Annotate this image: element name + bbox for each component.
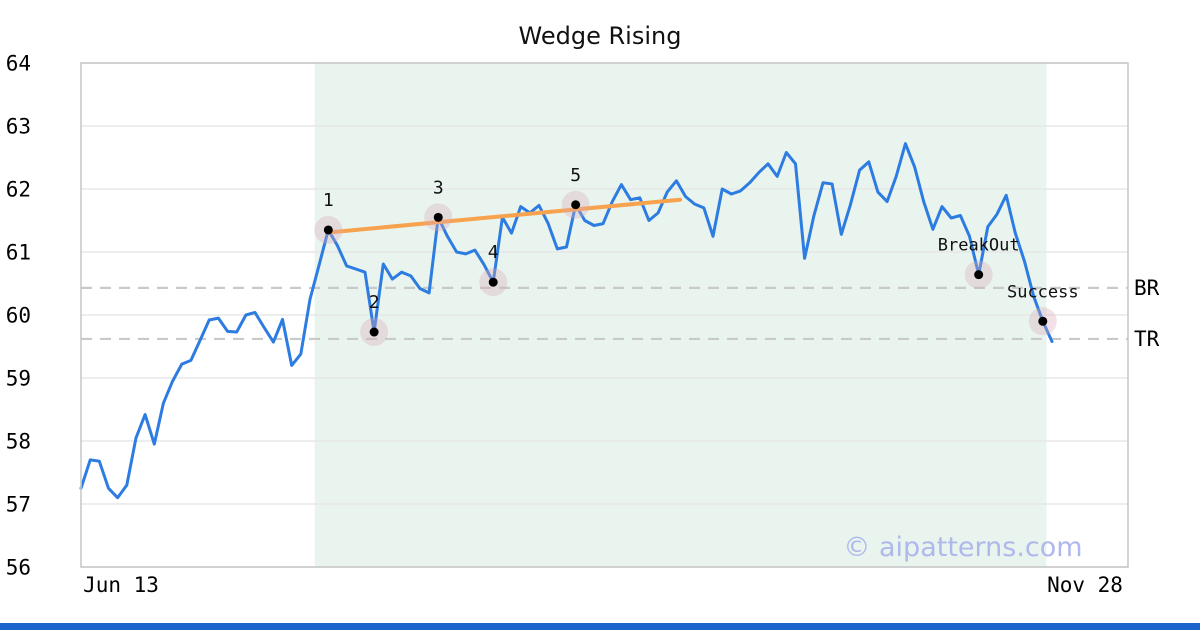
pattern-point-dot: [571, 200, 581, 210]
x-tick-label-start: Jun 13: [83, 573, 159, 597]
y-tick-label: 64: [6, 52, 31, 76]
pattern-point-label: 1: [323, 190, 334, 211]
y-tick-label: 63: [6, 115, 31, 139]
x-tick-label-end: Nov 28: [1047, 573, 1123, 597]
wedge-trendline: [326, 197, 683, 235]
y-tick-label: 60: [6, 304, 31, 328]
y-tick-label: 59: [6, 367, 31, 391]
axes-border-layer: [80, 62, 1129, 568]
y-tick-label: 56: [6, 556, 31, 580]
y-tick-label: 58: [6, 430, 31, 454]
y-tick-label: 57: [6, 493, 31, 517]
breakout-level-label: BR: [1134, 276, 1160, 300]
bottom-accent-bar: [0, 623, 1200, 630]
pattern-markers-layer: 1 2 3 4 5 BreakOut Success: [314, 165, 1079, 347]
price-line: [79, 142, 1054, 500]
pattern-point-dot: [974, 270, 984, 280]
pattern-point-label: Success: [1007, 282, 1079, 302]
pattern-point-label: 3: [433, 177, 444, 198]
level-lines-layer: [81, 286, 1128, 341]
pattern-point-label: 4: [488, 242, 499, 263]
price-line-layer: [79, 142, 1054, 500]
pattern-point-label: 5: [570, 165, 581, 186]
pattern-point-dot: [369, 327, 379, 337]
y-tick-label: 62: [6, 178, 31, 202]
pattern-point-dot: [433, 212, 443, 222]
pattern-point-label: 2: [369, 292, 380, 313]
axes-border: [80, 62, 1129, 568]
pattern-point-dot: [323, 225, 333, 235]
pattern-point-label: BreakOut: [938, 236, 1020, 256]
trendline-layer: [326, 197, 683, 235]
watermark: © aipatterns.com: [843, 532, 1082, 563]
chart-title: Wedge Rising: [519, 22, 682, 50]
pattern-point-dot: [488, 277, 498, 287]
pattern-point-dot: [1038, 316, 1048, 326]
y-tick-label: 61: [6, 241, 31, 265]
target-level-label: TR: [1134, 327, 1160, 351]
y-axis-tick-labels: 64 63 62 61 60 59 58 57 56: [6, 52, 31, 580]
